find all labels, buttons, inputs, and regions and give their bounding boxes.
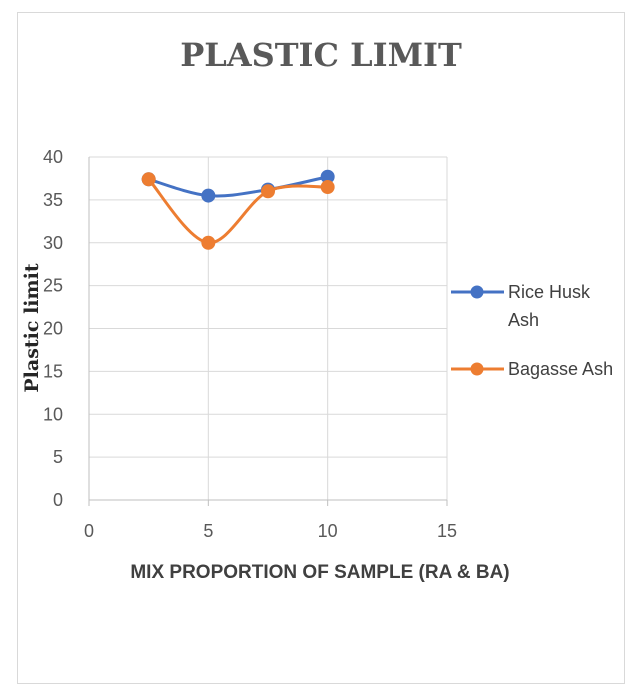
- x-tick-labels: 0 5 10 15: [84, 521, 457, 541]
- legend-label: Bagasse Ash: [508, 359, 613, 379]
- legend-label: Ash: [508, 310, 539, 330]
- data-point: [201, 235, 216, 250]
- x-tick-label: 15: [437, 521, 457, 541]
- chart-title: PLASTIC LIMIT: [180, 36, 462, 74]
- legend-item: Rice Husk Ash: [451, 282, 591, 330]
- x-axis-label: MIX PROPORTION OF SAMPLE (RA & BA): [130, 562, 509, 583]
- legend-marker: [470, 285, 484, 299]
- y-tick-labels: 0 5 10 15 20 25 30 35 40: [43, 147, 63, 510]
- y-tick-label: 35: [43, 190, 63, 210]
- data-point: [320, 180, 335, 195]
- series-line: [147, 177, 330, 245]
- y-axis-label: Plastic limit: [21, 263, 43, 392]
- legend-item: Bagasse Ash: [451, 359, 613, 379]
- y-tick-label: 25: [43, 276, 63, 296]
- y-tick-label: 30: [43, 233, 63, 253]
- y-tick-label: 20: [43, 319, 63, 339]
- x-tick-label: 0: [84, 521, 94, 541]
- legend-label: Rice Husk: [508, 282, 591, 302]
- series-group: [141, 169, 335, 250]
- series-line: [147, 175, 330, 198]
- chart-area: [17, 12, 625, 684]
- series-bagasse-ash: [141, 172, 335, 250]
- y-tick-label: 5: [53, 447, 63, 467]
- x-tick-label: 10: [318, 521, 338, 541]
- legend: Rice Husk Ash Bagasse Ash: [451, 282, 613, 379]
- data-point: [261, 184, 275, 199]
- gridlines: [89, 156, 448, 500]
- x-tick-label: 5: [203, 521, 213, 541]
- y-tick-label: 15: [43, 361, 63, 381]
- axes: [88, 157, 448, 506]
- y-tick-label: 10: [43, 404, 63, 424]
- data-point: [141, 172, 156, 187]
- y-tick-label: 40: [43, 147, 63, 167]
- y-tick-label: 0: [53, 490, 63, 510]
- legend-marker: [470, 362, 484, 376]
- data-point: [201, 188, 216, 203]
